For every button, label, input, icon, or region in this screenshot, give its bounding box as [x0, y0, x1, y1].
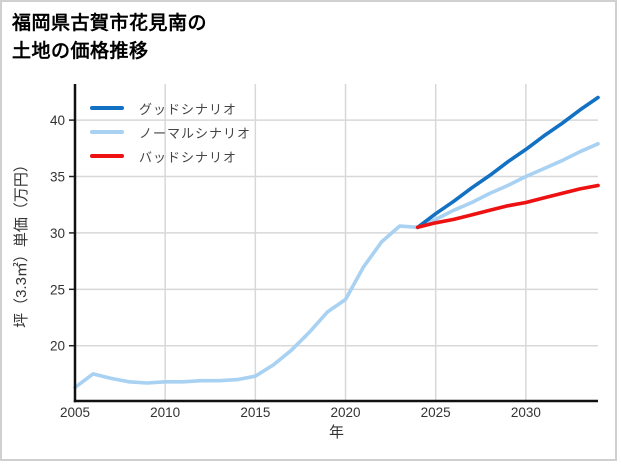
y-tick-label: 20	[50, 339, 65, 354]
chart-legend: グッドシナリオ ノーマルシナリオ バッドシナリオ	[90, 96, 251, 168]
chart-title-line1: 福岡県古賀市花見南の	[12, 13, 208, 34]
legend-item-bad-scenario: バッドシナリオ	[90, 144, 251, 168]
legend-label-good: グッドシナリオ	[139, 101, 238, 117]
normal-scenario-line-swatch	[90, 130, 124, 134]
x-axis-label: 年	[329, 424, 344, 441]
y-tick-label: 30	[50, 226, 65, 241]
legend-item-good-scenario: グッドシナリオ	[90, 96, 251, 120]
x-tick-label: 2010	[150, 405, 180, 420]
x-tick-label: 2030	[511, 405, 541, 420]
legend-label-normal: ノーマルシナリオ	[139, 125, 252, 141]
y-tick-label: 40	[50, 113, 65, 128]
chart-title-line2: 土地の価格推移	[12, 41, 149, 62]
legend-label-bad: バッドシナリオ	[139, 149, 238, 165]
y-tick-label: 25	[50, 282, 65, 297]
normal-scenario-line	[73, 142, 600, 390]
good-scenario-line-swatch	[90, 106, 124, 110]
good-scenario-line	[415, 95, 600, 230]
x-tick-label: 2015	[240, 405, 270, 420]
x-tick-label: 2025	[421, 405, 451, 420]
bad-scenario-line	[415, 183, 600, 230]
chart-title: 福岡県古賀市花見南の 土地の価格推移	[12, 10, 207, 66]
y-axis-label: 坪（3.3㎡）単価（万円）	[13, 157, 30, 328]
y-tick-label: 35	[50, 170, 65, 185]
legend-item-normal-scenario: ノーマルシナリオ	[90, 120, 251, 144]
x-tick-label: 2020	[330, 405, 360, 420]
bad-scenario-line-swatch	[90, 154, 124, 158]
x-tick-label: 2005	[60, 405, 90, 420]
